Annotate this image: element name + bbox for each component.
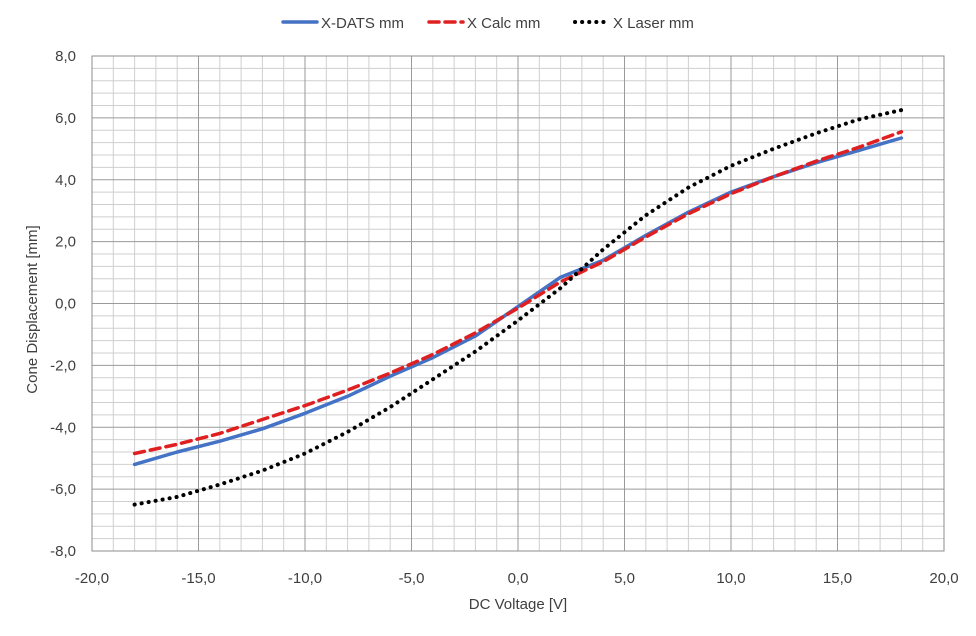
- x-tick-label: 15,0: [823, 570, 852, 587]
- x-tick-label: 5,0: [614, 570, 635, 587]
- legend: X-DATS mm X Calc mm X Laser mm: [281, 15, 694, 32]
- y-axis-title: Cone Displacement [mm]: [24, 225, 41, 393]
- series-line-x-dats-mm: [132, 136, 904, 467]
- y-tick-label: 0,0: [55, 296, 76, 313]
- x-tick-label: 20,0: [929, 570, 958, 587]
- x-tick-label: -10,0: [288, 570, 322, 587]
- y-tick-label: 4,0: [55, 172, 76, 189]
- x-tick-label: 0,0: [508, 570, 529, 587]
- y-tick-label: -4,0: [50, 419, 76, 436]
- x-axis-ticks: -20,0 -15,0 -10,0 -5,0 0,0 5,0 10,0 15,0 20,0: [75, 570, 959, 587]
- plot-area-border: [91, 55, 945, 552]
- x-tick-label: 10,0: [716, 570, 745, 587]
- x-tick-label: -20,0: [75, 570, 109, 587]
- plot-frame: [91, 55, 945, 552]
- y-axis-ticks: -8,0 -6,0 -4,0 -2,0 0,0 2,0 4,0 6,0 8,0: [50, 48, 76, 560]
- series-line-x-laser-mm: [132, 108, 904, 507]
- x-tick-label: -15,0: [181, 570, 215, 587]
- y-tick-label: -2,0: [50, 357, 76, 374]
- y-tick-label: 6,0: [55, 110, 76, 127]
- legend-label: X-DATS mm: [321, 15, 404, 32]
- y-tick-label: 8,0: [55, 48, 76, 65]
- y-tick-label: 2,0: [55, 234, 76, 251]
- x-axis-title: DC Voltage [V]: [469, 596, 567, 613]
- x-tick-label: -5,0: [399, 570, 425, 587]
- series-layer: [132, 108, 904, 507]
- y-tick-label: -8,0: [50, 543, 76, 560]
- legend-label: X Calc mm: [467, 15, 540, 32]
- series-line-x-calc-mm: [132, 130, 904, 456]
- legend-label: X Laser mm: [613, 15, 694, 32]
- y-tick-label: -6,0: [50, 481, 76, 498]
